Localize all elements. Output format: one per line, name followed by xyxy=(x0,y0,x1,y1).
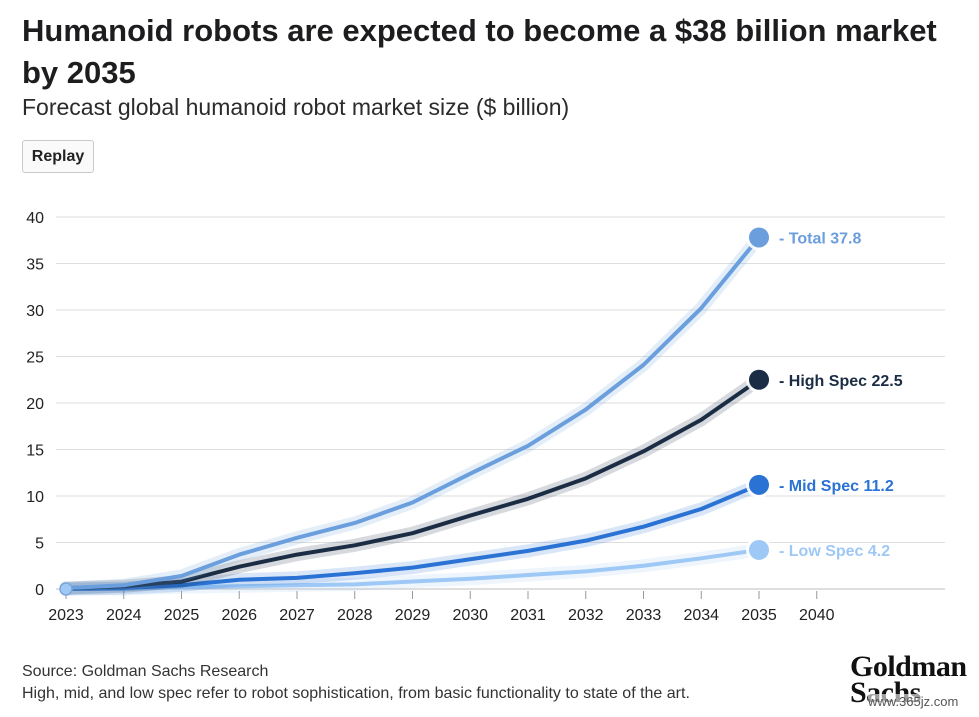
end-label: - Mid Spec 11.2 xyxy=(779,478,894,495)
x-tick-label: 2024 xyxy=(106,607,142,624)
series-line xyxy=(64,482,761,591)
spec-footnote: High, mid, and low spec refer to robot s… xyxy=(22,685,690,702)
end-point xyxy=(749,369,769,390)
x-tick-label: 2026 xyxy=(221,607,257,624)
y-tick-label: 40 xyxy=(26,210,44,227)
series-line xyxy=(64,235,761,591)
y-tick-label: 30 xyxy=(26,303,44,320)
end-label: - Low Spec 4.2 xyxy=(779,543,890,560)
x-tick-label: 2035 xyxy=(741,607,777,624)
y-tick-label: 0 xyxy=(35,582,44,599)
series-halo xyxy=(59,373,766,595)
replay-button[interactable]: Replay xyxy=(22,140,94,173)
logo-line-1: Goldman xyxy=(850,650,967,683)
end-point xyxy=(749,474,769,495)
chart-subtitle: Forecast global humanoid robot market si… xyxy=(22,94,570,120)
end-point xyxy=(749,539,769,560)
x-tick-label: 2027 xyxy=(279,607,315,624)
end-point xyxy=(749,227,769,248)
end-label: - High Spec 22.5 xyxy=(779,373,903,390)
y-tick-label: 35 xyxy=(26,257,44,274)
x-tick-label: 2032 xyxy=(568,607,604,624)
series-line xyxy=(64,377,761,591)
start-point xyxy=(59,582,73,596)
y-tick-label: 25 xyxy=(26,350,44,367)
grid-lines xyxy=(56,216,945,590)
end-label: - Total 37.8 xyxy=(779,230,861,247)
y-tick-label: 10 xyxy=(26,489,44,506)
x-tick-label: 2029 xyxy=(395,607,431,624)
x-tick-label: 2023 xyxy=(48,607,84,624)
series-end-labels: - Total 37.8 - High Spec 22.5 - Mid Spec 1… xyxy=(746,224,903,563)
source-note: Source: Goldman Sachs Research xyxy=(22,663,269,680)
x-tick-label: 2040 xyxy=(799,607,835,624)
chart-title: Humanoid robots are expected to become a… xyxy=(22,13,937,90)
x-tick-label: 2030 xyxy=(452,607,488,624)
x-tick-label: 2034 xyxy=(683,607,719,624)
x-tick-label: 2025 xyxy=(164,607,200,624)
x-axis: 2023 2024 2025 2026 2027 2028 2029 2030 2031 2032… xyxy=(48,591,835,624)
x-tick-label: 2031 xyxy=(510,607,546,624)
y-tick-label: 5 xyxy=(35,536,44,553)
x-tick-label: 2033 xyxy=(626,607,662,624)
x-tick-label: 2028 xyxy=(337,607,373,624)
y-tick-label: 20 xyxy=(26,396,44,413)
series-lines xyxy=(59,230,766,596)
watermark: www.365jz.com xyxy=(868,694,959,709)
y-axis: 0 5 10 15 20 25 30 35 40 xyxy=(26,210,44,599)
y-tick-label: 15 xyxy=(26,443,44,460)
goldman-sachs-logo: Goldman Sachs xyxy=(850,650,975,708)
